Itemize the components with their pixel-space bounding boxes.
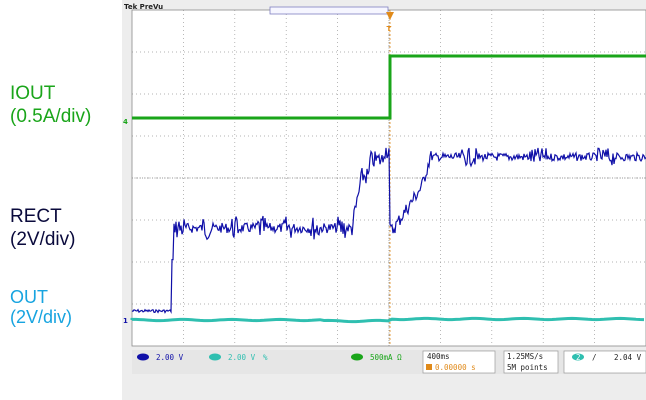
ch4-badge-icon bbox=[351, 353, 363, 361]
ch1-readout[interactable]: 2.00 V bbox=[137, 353, 184, 362]
position-text: 0.00000 s bbox=[435, 363, 476, 372]
trigger-source-text: 2 bbox=[576, 353, 581, 362]
iout-name: IOUT bbox=[10, 83, 56, 104]
out-waveform bbox=[130, 316, 645, 324]
acquisition-readout[interactable]: 1.25MS/s 5M points bbox=[503, 350, 559, 374]
ch4-readout[interactable]: 500mA Ω bbox=[351, 353, 402, 362]
sample-rate-text: 1.25MS/s bbox=[507, 352, 543, 361]
rect-name: RECT bbox=[10, 206, 62, 227]
out-label: OUT (2V/div) bbox=[10, 287, 72, 327]
trigger-level-text: 2.04 V bbox=[614, 353, 642, 362]
ch1-badge-icon bbox=[137, 353, 149, 361]
ch1-marker: 1 bbox=[123, 317, 128, 325]
ch4-scale-text: 500mA Ω bbox=[370, 353, 402, 362]
out-name: OUT bbox=[10, 287, 48, 307]
ch2-readout[interactable]: 2.00 V % bbox=[209, 353, 268, 362]
trigger-marker-text: T bbox=[387, 25, 392, 33]
ch2-badge-icon bbox=[209, 353, 221, 361]
iout-waveform bbox=[132, 54, 646, 120]
rect-scale: (2V/div) bbox=[10, 229, 76, 250]
iout-scale: (0.5A/div) bbox=[10, 106, 92, 127]
ch2-scale-text: 2.00 V bbox=[228, 353, 256, 362]
iout-label: IOUT (0.5A/div) bbox=[10, 82, 91, 128]
timebase-box bbox=[422, 350, 496, 374]
ch4-marker: 4 bbox=[123, 118, 128, 126]
timebase-text: 400ms bbox=[427, 352, 450, 361]
ch2-suffix-text: % bbox=[263, 353, 268, 362]
scope-display: Tek PreVu T 4 1 2.00 V 2.00 V % bbox=[123, 3, 646, 374]
ch1-scale-text: 2.00 V bbox=[156, 353, 184, 362]
oscilloscope-screen: Tek PreVu T 4 1 2.00 V 2.00 V % bbox=[122, 0, 646, 400]
trigger-arrow-icon bbox=[386, 12, 394, 20]
trigger-slope-icon: / bbox=[592, 353, 597, 362]
record-view-bar bbox=[269, 6, 389, 15]
trigger-box bbox=[563, 350, 646, 374]
acquisition-box bbox=[503, 350, 559, 374]
trigger-readout[interactable]: 2 / 2.04 V bbox=[563, 350, 646, 374]
timebase-readout[interactable]: 400ms 0.00000 s bbox=[422, 350, 496, 374]
position-icon bbox=[426, 364, 432, 370]
readout-bar: 2.00 V 2.00 V % 500mA Ω 400ms 0.00000 s … bbox=[132, 350, 646, 374]
rect-label: RECT (2V/div) bbox=[10, 205, 75, 251]
rect-waveform bbox=[131, 147, 646, 315]
graticule-frame bbox=[131, 9, 646, 347]
out-scale: (2V/div) bbox=[10, 307, 73, 327]
trigger-source-badge-icon bbox=[572, 353, 584, 361]
record-length-text: 5M points bbox=[507, 363, 548, 372]
brand-text: Tek PreVu bbox=[124, 3, 163, 11]
